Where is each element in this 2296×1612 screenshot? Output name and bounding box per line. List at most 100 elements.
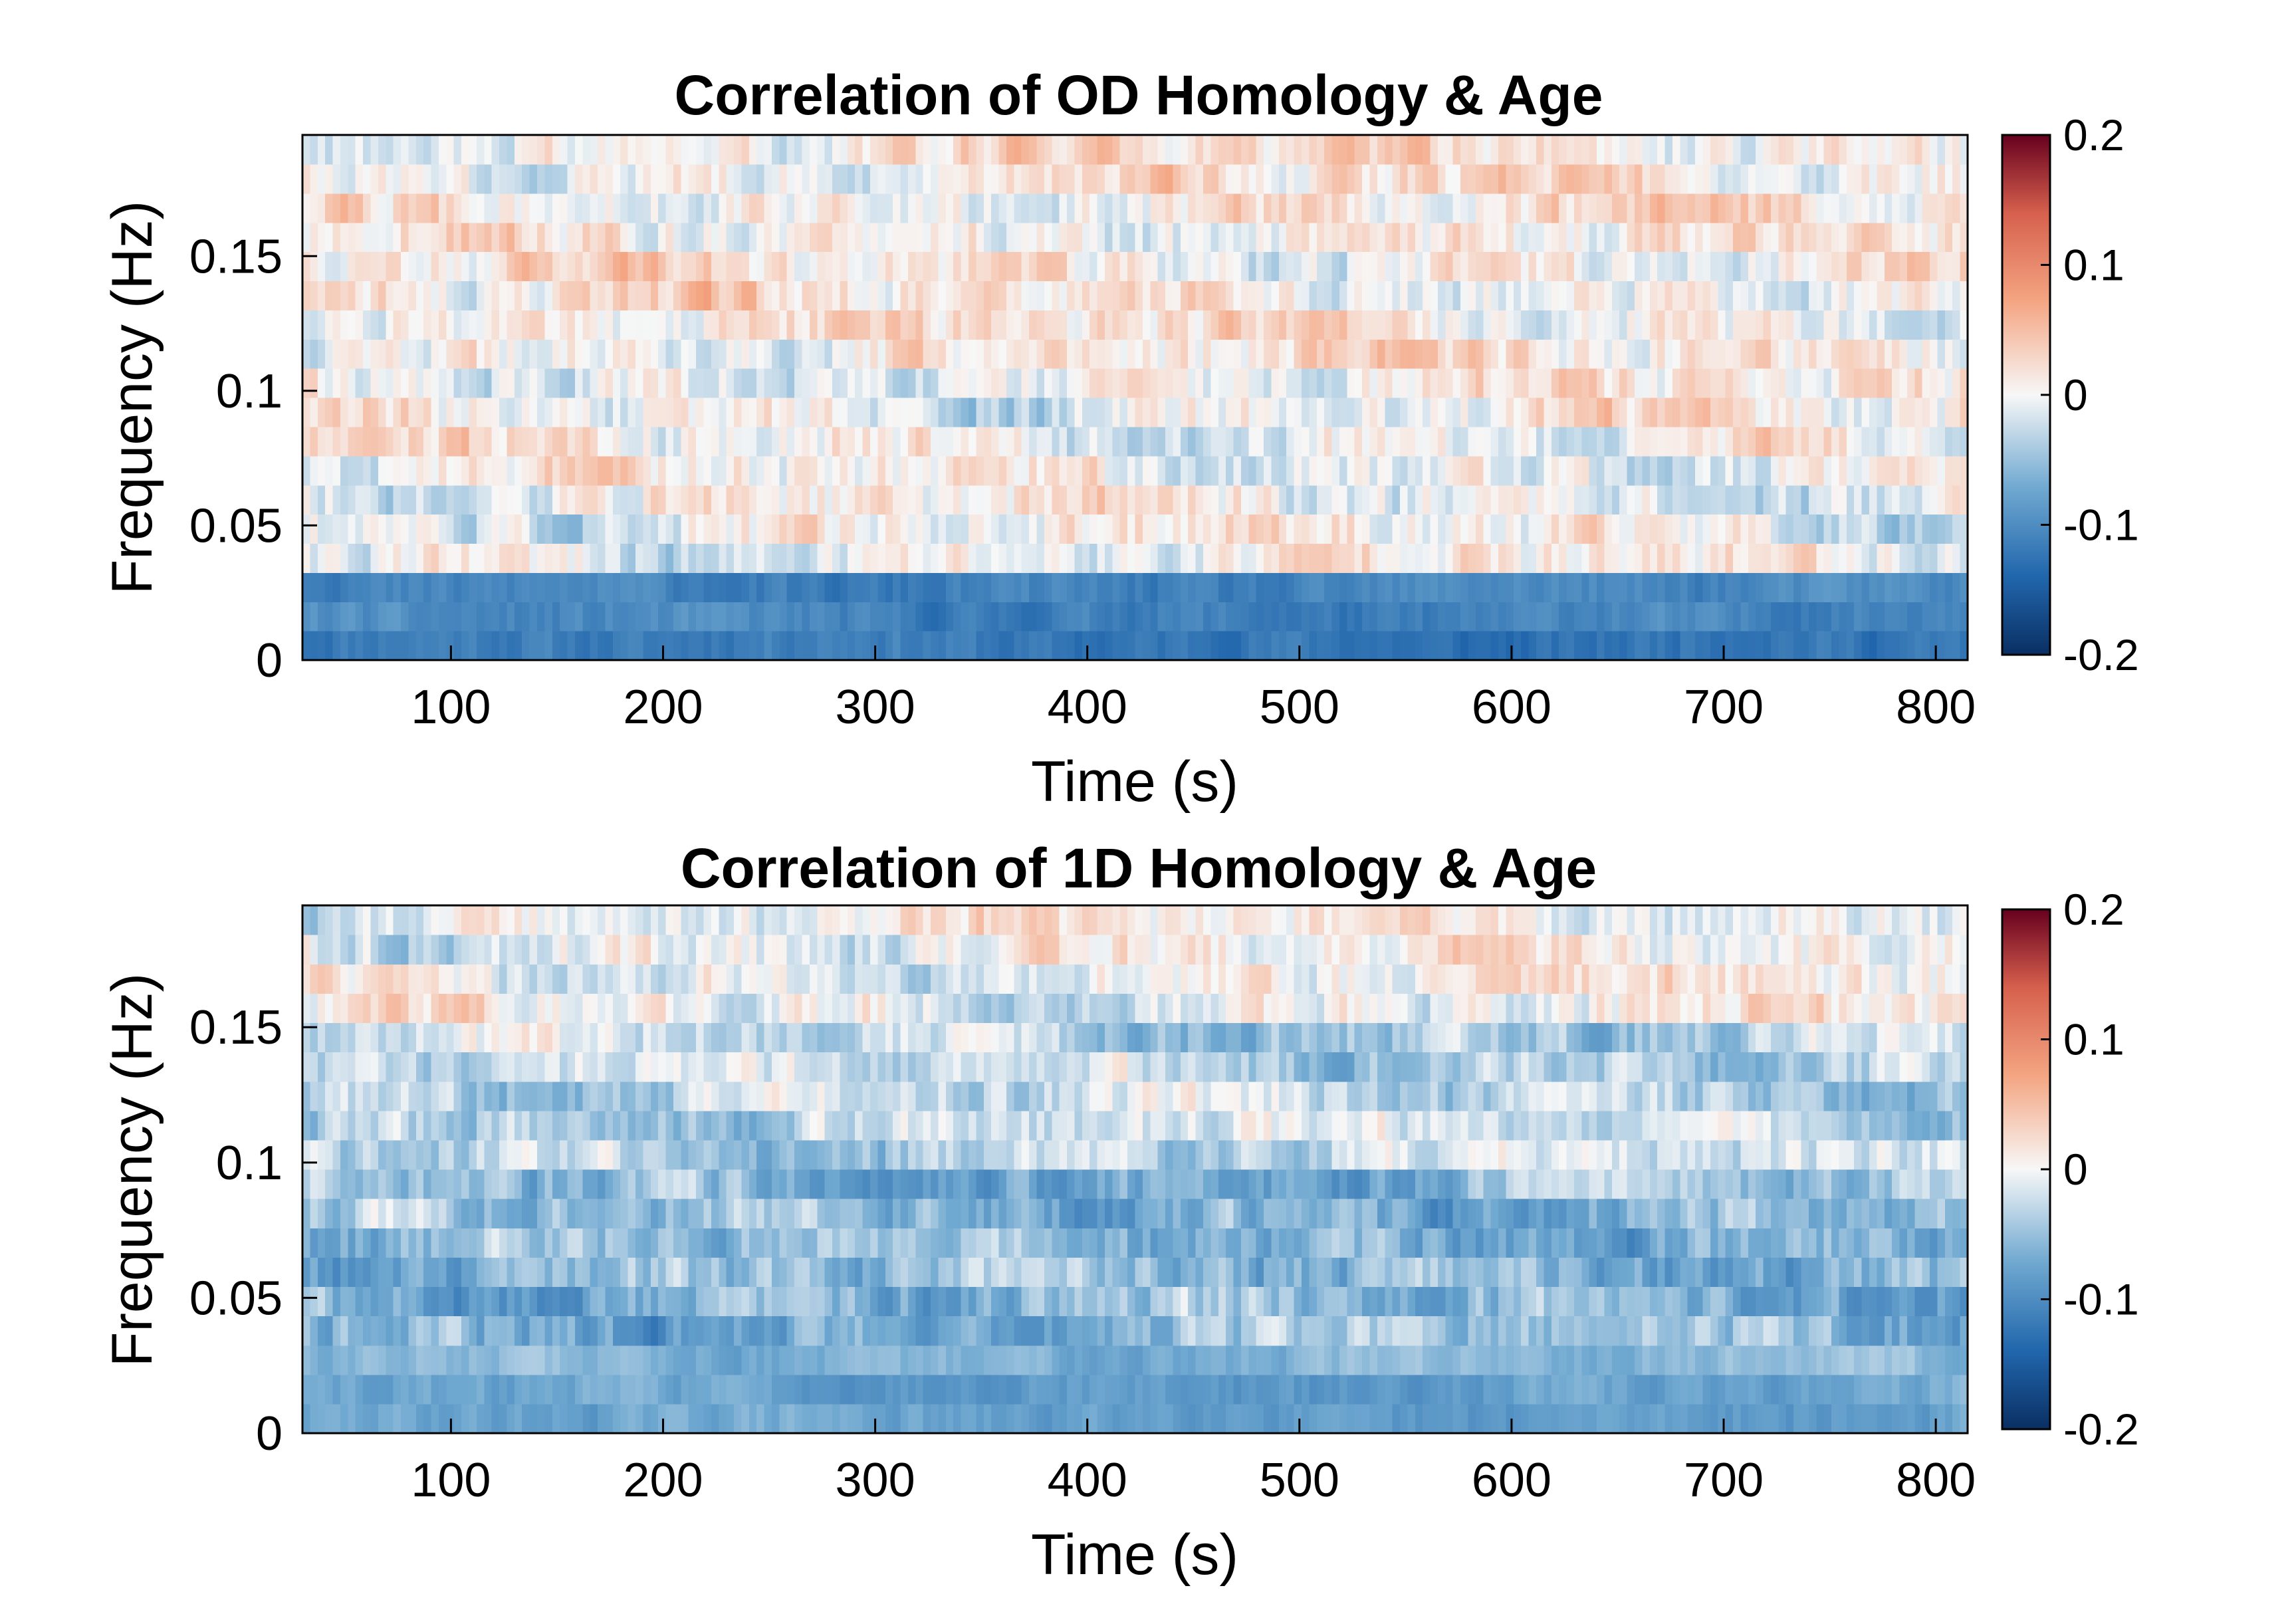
y-tick-label: 0 <box>256 634 283 687</box>
heatmap-cell <box>832 426 841 457</box>
heatmap-cell <box>1029 1403 1038 1434</box>
heatmap-cell <box>1763 1374 1772 1405</box>
heatmap-cell <box>423 514 432 544</box>
heatmap-cell <box>703 135 712 165</box>
heatmap-cell <box>499 135 508 165</box>
heatmap-cell <box>1846 485 1855 515</box>
heatmap-cell <box>1619 281 1628 310</box>
heatmap-cell <box>1589 602 1597 632</box>
heatmap-cell <box>1021 1345 1030 1375</box>
heatmap-cell <box>1642 602 1651 632</box>
heatmap-cell <box>809 398 818 427</box>
heatmap-cell <box>1710 455 1718 486</box>
heatmap-cell <box>1302 310 1310 340</box>
heatmap-cell <box>1385 135 1393 165</box>
heatmap-cell <box>1119 164 1128 194</box>
heatmap-cell <box>408 310 417 340</box>
heatmap-cell <box>961 193 969 223</box>
heatmap-cell <box>1097 426 1105 457</box>
heatmap-cell <box>1702 1316 1711 1346</box>
heatmap-cell <box>1180 1345 1189 1375</box>
heatmap-cell <box>658 222 667 253</box>
heatmap-cell <box>1104 310 1113 340</box>
heatmap-cell <box>1793 281 1802 310</box>
heatmap-cell <box>431 222 439 253</box>
heatmap-cell <box>514 514 522 544</box>
heatmap-cell <box>945 543 954 573</box>
heatmap-cell <box>1854 251 1863 282</box>
heatmap-cell <box>771 281 780 310</box>
heatmap-cell <box>1097 339 1105 369</box>
heatmap-cell <box>446 1286 455 1317</box>
heatmap-cell <box>779 222 788 253</box>
heatmap-cell <box>598 1374 606 1405</box>
heatmap-cell <box>310 1286 318 1317</box>
heatmap-cell <box>1725 1403 1734 1434</box>
heatmap-cell <box>635 339 643 369</box>
heatmap-cell <box>469 368 477 398</box>
heatmap-cell <box>1740 1374 1749 1405</box>
heatmap-cell <box>1014 514 1022 544</box>
heatmap-cell <box>711 426 719 457</box>
heatmap-cell <box>1649 514 1658 544</box>
heatmap-cell <box>1415 602 1423 632</box>
heatmap-cell <box>408 1403 417 1434</box>
heatmap-cell <box>1906 485 1915 515</box>
heatmap-cell <box>1930 1403 1938 1434</box>
heatmap-cell <box>1785 602 1794 632</box>
heatmap-cell <box>1407 281 1416 310</box>
heatmap-cell <box>1324 164 1333 194</box>
heatmap-cell <box>1498 572 1507 602</box>
heatmap-cell <box>915 1403 924 1434</box>
heatmap-cell <box>522 368 530 398</box>
heatmap-cell <box>378 281 386 310</box>
heatmap-cell <box>325 1316 334 1346</box>
colorbar-tick-label: 0 <box>2063 370 2088 419</box>
heatmap-cell <box>1559 631 1567 661</box>
heatmap-cell <box>1302 251 1310 282</box>
heatmap-cell <box>1960 398 1968 427</box>
y-axis-label: Frequency (Hz) <box>100 201 164 595</box>
heatmap-cell <box>673 1286 681 1317</box>
heatmap-cell <box>310 164 318 194</box>
heatmap-cell <box>1248 426 1257 457</box>
heatmap-cell <box>386 572 394 602</box>
heatmap-cell <box>711 164 719 194</box>
heatmap-cell <box>1067 281 1076 310</box>
heatmap-cell <box>1324 135 1333 165</box>
heatmap-cell <box>332 1345 341 1375</box>
heatmap-cell <box>1869 602 1877 632</box>
heatmap-cell <box>1407 426 1416 457</box>
heatmap-cell <box>514 339 522 369</box>
heatmap-cell <box>1521 455 1530 486</box>
heatmap-cell <box>1097 193 1105 223</box>
heatmap-cell <box>408 1316 417 1346</box>
heatmap-cell <box>1627 339 1635 369</box>
heatmap-cell <box>832 1316 841 1346</box>
heatmap-cell <box>446 310 455 340</box>
heatmap-cell <box>590 1374 598 1405</box>
heatmap-cell <box>1127 164 1136 194</box>
heatmap-cell <box>673 281 681 310</box>
heatmap-cell <box>499 368 508 398</box>
heatmap-cell <box>582 398 591 427</box>
heatmap-cell <box>1770 339 1779 369</box>
heatmap-cell <box>1233 572 1242 602</box>
heatmap-cell <box>499 398 508 427</box>
heatmap-cell <box>560 164 568 194</box>
heatmap-cell <box>719 572 727 602</box>
heatmap-cell <box>514 135 522 165</box>
heatmap-cell <box>1445 1374 1454 1405</box>
heatmap-cell <box>567 193 576 223</box>
heatmap-cell <box>1611 339 1620 369</box>
heatmap-cell <box>1104 1374 1113 1405</box>
heatmap-cell <box>1354 281 1363 310</box>
heatmap-cell <box>469 193 477 223</box>
heatmap-cell <box>476 631 485 661</box>
heatmap-cell <box>1665 398 1673 427</box>
heatmap-cell <box>1854 485 1863 515</box>
heatmap-cell <box>983 485 992 515</box>
heatmap-cell <box>582 572 591 602</box>
heatmap-cell <box>1029 631 1038 661</box>
heatmap-cell <box>310 1403 318 1434</box>
